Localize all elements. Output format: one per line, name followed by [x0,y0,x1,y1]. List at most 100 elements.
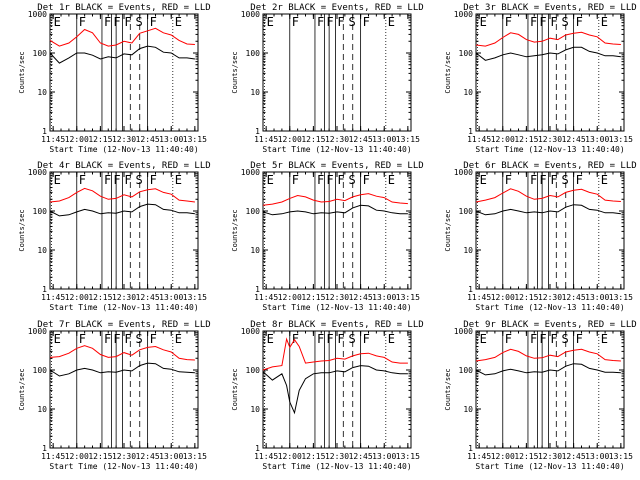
plot-frame [475,330,625,449]
event-marker-label: F [337,15,344,29]
y-tick-label: 100 [246,366,261,375]
x-tick-label: 12:45 [562,293,586,302]
event-marker-label: F [337,173,344,187]
event-marker-label: S [348,332,355,346]
y-tick-label: 100 [33,207,48,216]
y-tick-label: 10 [463,405,473,414]
event-marker-label: E [54,332,61,346]
event-marker-label: F [326,15,333,29]
x-tick-label: 13:15 [609,293,633,302]
x-tick-label: 12:00 [278,293,302,302]
x-tick-label: 11:45 [467,135,491,144]
y-tick-label: 1 [468,285,473,294]
panel-title: Det 1r BLACK = Events, RED = LLD [37,3,210,13]
x-tick-label: 13:15 [396,293,420,302]
panel-9: Det 9r BLACK = Events, RED = LLD 1 10 100 10… [444,320,637,471]
event-marker-label: E [267,15,274,29]
x-tick-label: 12:00 [278,452,302,461]
event-marker-label: F [113,332,120,346]
plot-frame [262,13,412,132]
x-tick-label: 12:30 [538,135,562,144]
y-tick-label: 100 [459,49,474,58]
event-marker-label: E [601,173,608,187]
series-line-lld [475,188,621,203]
series-line-events [49,203,195,217]
y-tick-label: 10 [463,246,473,255]
x-tick-label: 11:45 [254,293,278,302]
panel-7: Det 7r BLACK = Events, RED = LLD 1 10 100 10… [18,320,211,471]
panel-2: Det 2r BLACK = Events, RED = LLD 1 10 100 10… [231,3,424,154]
x-tick-label: 12:30 [325,293,349,302]
y-tick-label: 10 [463,88,473,97]
x-tick-label: 12:00 [491,135,515,144]
y-tick-label: 100 [246,49,261,58]
y-tick-label: 10 [250,88,260,97]
panel-title: Det 6r BLACK = Events, RED = LLD [463,161,636,171]
x-axis-label: Start Time (12-Nov-13 11:40:40) [262,462,411,471]
event-marker-label: F [150,332,157,346]
panel-title: Det 3r BLACK = Events, RED = LLD [463,3,636,13]
x-tick-label: 12:45 [349,293,373,302]
y-axis-label: Counts/sec [18,209,26,251]
x-tick-label: 12:30 [538,293,562,302]
y-tick-label: 10 [37,405,47,414]
y-tick-label: 10 [250,405,260,414]
x-tick-label: 12:30 [112,452,136,461]
x-tick-label: 13:00 [159,293,183,302]
event-marker-label: F [292,332,299,346]
event-marker-label: F [113,15,120,29]
x-tick-label: 11:45 [467,293,491,302]
panel-title: Det 2r BLACK = Events, RED = LLD [250,3,423,13]
y-tick-label: 100 [246,207,261,216]
y-tick-label: 1000 [28,10,47,19]
event-marker-label: F [292,173,299,187]
event-marker-label: S [561,173,568,187]
event-marker-label: E [388,332,395,346]
plot-frame [475,13,625,132]
y-tick-label: 1 [42,285,47,294]
event-marker-label: F [505,15,512,29]
event-marker-label: E [175,173,182,187]
x-tick-label: 13:15 [609,135,633,144]
y-tick-label: 1000 [28,168,47,177]
event-marker-label: E [601,15,608,29]
event-marker-label: F [576,173,583,187]
x-tick-label: 13:00 [585,293,609,302]
event-marker-label: F [326,332,333,346]
event-marker-label: F [104,332,111,346]
event-marker-label: E [388,15,395,29]
x-tick-label: 12:30 [325,135,349,144]
event-marker-label: F [104,173,111,187]
y-tick-label: 1 [255,444,260,453]
y-axis-label: Counts/sec [18,368,26,410]
event-marker-label: F [550,173,557,187]
x-tick-label: 11:45 [41,452,65,461]
event-marker-label: F [539,173,546,187]
event-marker-label: E [480,15,487,29]
x-tick-label: 12:00 [278,135,302,144]
y-tick-label: 100 [459,366,474,375]
series-line-events [262,365,408,415]
event-marker-label: F [363,15,370,29]
x-tick-label: 12:15 [514,293,538,302]
y-tick-label: 1000 [241,10,260,19]
series-line-lld [49,345,195,361]
event-marker-label: S [561,332,568,346]
event-marker-label: F [539,15,546,29]
x-axis-label: Start Time (12-Nov-13 11:40:40) [262,145,411,154]
panel-1: Det 1r BLACK = Events, RED = LLD 1 10 100 10… [18,3,211,154]
panel-6: Det 6r BLACK = Events, RED = LLD 1 10 100 10… [444,161,637,312]
x-tick-label: 12:45 [136,293,160,302]
event-marker-label: F [539,332,546,346]
x-tick-label: 13:00 [585,452,609,461]
event-marker-label: E [480,332,487,346]
y-tick-label: 1 [42,127,47,136]
x-axis-label: Start Time (12-Nov-13 11:40:40) [475,145,624,154]
x-tick-label: 13:00 [159,135,183,144]
x-tick-label: 12:15 [514,135,538,144]
series-line-lld [262,337,408,371]
event-marker-label: F [530,173,537,187]
event-marker-label: F [530,332,537,346]
x-tick-label: 13:00 [159,452,183,461]
